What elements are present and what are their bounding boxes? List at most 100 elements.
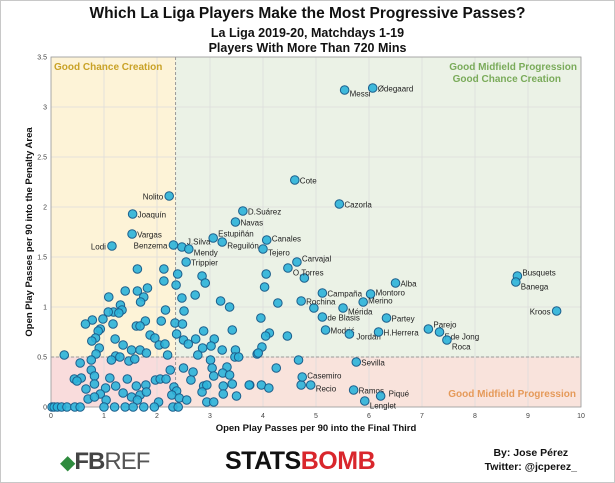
x-tick-label: 0 xyxy=(49,413,53,420)
data-point-mendy xyxy=(184,244,194,254)
data-point xyxy=(105,373,115,383)
data-point xyxy=(89,379,100,389)
data-point xyxy=(110,334,120,344)
point-label: Kroos xyxy=(530,308,551,317)
data-point xyxy=(172,269,183,279)
point-label: Nolito xyxy=(143,193,164,202)
point-label: H.Herrera xyxy=(384,329,420,338)
data-point xyxy=(75,402,85,412)
data-point-joaqu-n xyxy=(127,209,138,219)
data-point xyxy=(273,298,283,308)
data-point xyxy=(106,355,117,365)
data-point xyxy=(208,397,219,407)
chart-subtitle-2: Players With More Than 720 Mins xyxy=(208,41,407,55)
y-tick-label: 0.5 xyxy=(37,355,47,362)
data-point-alba xyxy=(390,278,401,288)
point-label: Mérida xyxy=(348,308,373,317)
data-point xyxy=(87,336,97,346)
point-label: Alba xyxy=(401,280,418,289)
point-label: Lenglet xyxy=(370,402,397,411)
data-point xyxy=(114,308,124,318)
data-point--degaard xyxy=(367,83,378,93)
data-point xyxy=(99,402,109,412)
data-point xyxy=(103,307,114,317)
credits: By: Jose Pérez Twitter: @jcperez_ xyxy=(485,446,577,474)
point-label: Vargas xyxy=(137,231,162,240)
point-label: Joaquín xyxy=(138,211,166,220)
data-point xyxy=(132,286,143,296)
data-point-lenglet xyxy=(359,396,370,406)
data-point-lodi xyxy=(107,241,117,251)
data-point-h-herrera xyxy=(373,327,384,337)
data-point-roca xyxy=(442,335,452,345)
y-tick-label: 3 xyxy=(43,105,47,112)
data-point xyxy=(118,388,128,398)
x-tick-label: 4 xyxy=(261,413,265,420)
point-label: de Blasis xyxy=(327,314,359,323)
twitter-handle: Twitter: @jcperez_ xyxy=(484,461,577,473)
data-point-messi xyxy=(339,85,350,95)
data-point xyxy=(156,316,167,326)
point-label: Montoro xyxy=(376,289,406,298)
data-point xyxy=(149,402,160,412)
data-point-merino xyxy=(358,297,368,307)
data-point xyxy=(261,269,271,279)
data-point-carvajal xyxy=(292,257,302,267)
statsbomb-logo: STATSBOMB xyxy=(225,447,376,475)
data-point-montoro xyxy=(365,289,376,299)
data-point-casemiro xyxy=(297,372,308,382)
data-point xyxy=(178,363,189,373)
data-point xyxy=(206,341,216,351)
data-point xyxy=(126,345,137,355)
point-label: Parejo xyxy=(433,321,457,330)
point-label: Banega xyxy=(521,283,549,292)
data-point xyxy=(62,402,72,412)
data-point xyxy=(103,292,114,302)
point-label: F.de Jong xyxy=(444,333,479,342)
data-point xyxy=(217,345,227,355)
point-label: Partey xyxy=(391,315,414,324)
fbref-logo: ◆FBREF xyxy=(60,448,150,475)
plot-border xyxy=(50,56,582,408)
data-point xyxy=(108,319,118,329)
data-point xyxy=(227,325,238,335)
data-point xyxy=(109,402,120,412)
point-label: Benzema xyxy=(134,242,168,251)
point-label: Lodi xyxy=(91,243,106,252)
data-point xyxy=(259,282,270,292)
point-label: Casemiro xyxy=(307,372,342,381)
data-point xyxy=(141,387,152,397)
data-point-estupi-n xyxy=(208,233,218,243)
data-point xyxy=(208,371,219,381)
data-point-ramos xyxy=(348,385,359,395)
point-label: Rochina xyxy=(306,298,336,307)
data-point-parejo xyxy=(423,324,434,334)
data-point xyxy=(181,395,192,405)
data-point xyxy=(110,381,121,391)
data-point xyxy=(231,391,242,401)
point-label: Cote xyxy=(300,177,317,186)
data-point-partey xyxy=(381,313,392,323)
point-label: Carvajal xyxy=(302,255,332,264)
data-point xyxy=(159,276,169,286)
point-label: Recio xyxy=(316,385,337,394)
y-tick-label: 1.5 xyxy=(37,255,47,262)
point-label: Reguilón xyxy=(227,242,259,251)
data-point-nolito xyxy=(164,191,174,201)
author: By: Jose Pérez xyxy=(493,447,569,459)
quadrant-label-bottom-right: Good Midfield Progression xyxy=(448,389,576,400)
data-point xyxy=(299,273,310,283)
data-point xyxy=(264,383,274,393)
point-label: Busquets xyxy=(522,269,555,278)
data-point xyxy=(244,380,255,390)
data-point-trippier xyxy=(181,257,191,267)
data-point xyxy=(131,381,142,391)
data-point xyxy=(171,280,181,290)
data-point xyxy=(160,339,170,349)
data-point xyxy=(171,329,182,339)
data-point-canales xyxy=(261,235,272,245)
data-point xyxy=(218,389,229,399)
data-point xyxy=(115,352,125,362)
x-axis-label: Open Play Passes per 90 into the Final T… xyxy=(216,423,417,434)
point-label: Jordán xyxy=(356,333,380,342)
